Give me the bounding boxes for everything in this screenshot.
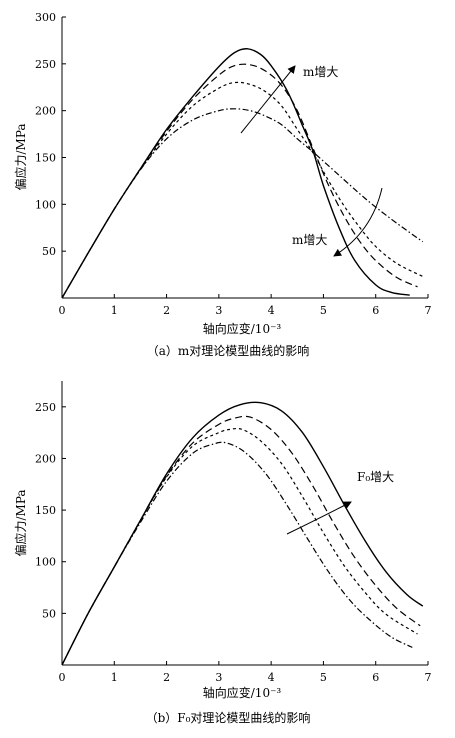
x-tick-label: 6	[372, 304, 379, 317]
series-line-dash-dot	[61, 441, 413, 666]
x-tick-label: 5	[320, 671, 327, 684]
increase-arrow-tail	[333, 187, 383, 257]
y-tick-label: 200	[35, 105, 56, 118]
chart-panel-b: 0 1 2 3 4 5 6 7 50 100 150 200 250 F₀增大 轴向应变/10⁻³ 偏应…	[13, 381, 432, 725]
panel-a-axes	[61, 17, 428, 299]
increase-arrow-f0	[286, 501, 352, 535]
x-tick-label: 0	[59, 671, 66, 684]
panel-a-annotations: m增大 m增大	[240, 65, 383, 257]
y-tick-label: 50	[42, 607, 56, 620]
series-line-short-dashed	[61, 427, 418, 666]
y-tick-label: 50	[42, 245, 56, 258]
panel-a-x-axis-label: 轴向应变/10⁻³	[203, 321, 282, 336]
y-tick-label: 200	[35, 452, 56, 465]
series-line-solid	[61, 48, 410, 299]
increase-arrow-peak	[240, 65, 296, 134]
panel-a-curves	[61, 48, 424, 299]
panel-b-x-axis-label: 轴向应变/10⁻³	[203, 685, 282, 700]
chart-panel-a: 0 1 2 3 4 5 6 7 50 100 150 200 250 300 m增大 m增大 轴向应变/10…	[13, 11, 432, 358]
series-line-dash-dot	[61, 108, 424, 299]
x-tick-label: 4	[268, 304, 275, 317]
panel-b-curves	[61, 401, 424, 666]
y-tick-label: 100	[35, 556, 56, 569]
panel-b-caption: （b）F₀对理论模型曲线的影响	[146, 710, 311, 725]
x-tick-label: 7	[425, 671, 432, 684]
y-tick-label: 300	[35, 11, 56, 24]
panel-a-caption: （a）m对理论模型曲线的影响	[147, 343, 310, 358]
x-tick-label: 6	[372, 671, 379, 684]
annotation-label-peak: m增大	[303, 65, 338, 79]
x-tick-label: 5	[320, 304, 327, 317]
x-tick-label: 1	[111, 671, 118, 684]
series-line-short-dashed	[61, 81, 424, 299]
x-tick-label: 3	[215, 671, 222, 684]
panel-b-axes	[61, 381, 428, 666]
x-tick-label: 4	[268, 671, 275, 684]
annotation-label-f0: F₀增大	[357, 470, 394, 484]
x-tick-label: 7	[425, 304, 432, 317]
panel-a-ticks: 0 1 2 3 4 5 6 7 50 100 150 200 250 300	[35, 11, 432, 317]
panel-b-ticks: 0 1 2 3 4 5 6 7 50 100 150 200 250	[35, 401, 432, 684]
panel-b-y-axis-label: 偏应力/MPa	[13, 489, 28, 556]
y-tick-label: 150	[35, 504, 56, 517]
y-tick-label: 250	[35, 401, 56, 414]
series-line-dashed	[61, 415, 421, 666]
series-line-solid	[61, 401, 424, 666]
annotation-label-tail: m增大	[292, 233, 327, 247]
series-line-dashed	[61, 63, 418, 299]
y-tick-label: 250	[35, 58, 56, 71]
x-tick-label: 1	[111, 304, 118, 317]
x-tick-label: 2	[163, 304, 170, 317]
panel-a-y-axis-label: 偏应力/MPa	[13, 123, 28, 190]
y-tick-label: 100	[35, 198, 56, 211]
y-tick-label: 150	[35, 152, 56, 165]
x-tick-label: 3	[215, 304, 222, 317]
x-tick-label: 2	[163, 671, 170, 684]
x-tick-label: 0	[59, 304, 66, 317]
panel-b-annotations: F₀增大	[286, 470, 394, 535]
